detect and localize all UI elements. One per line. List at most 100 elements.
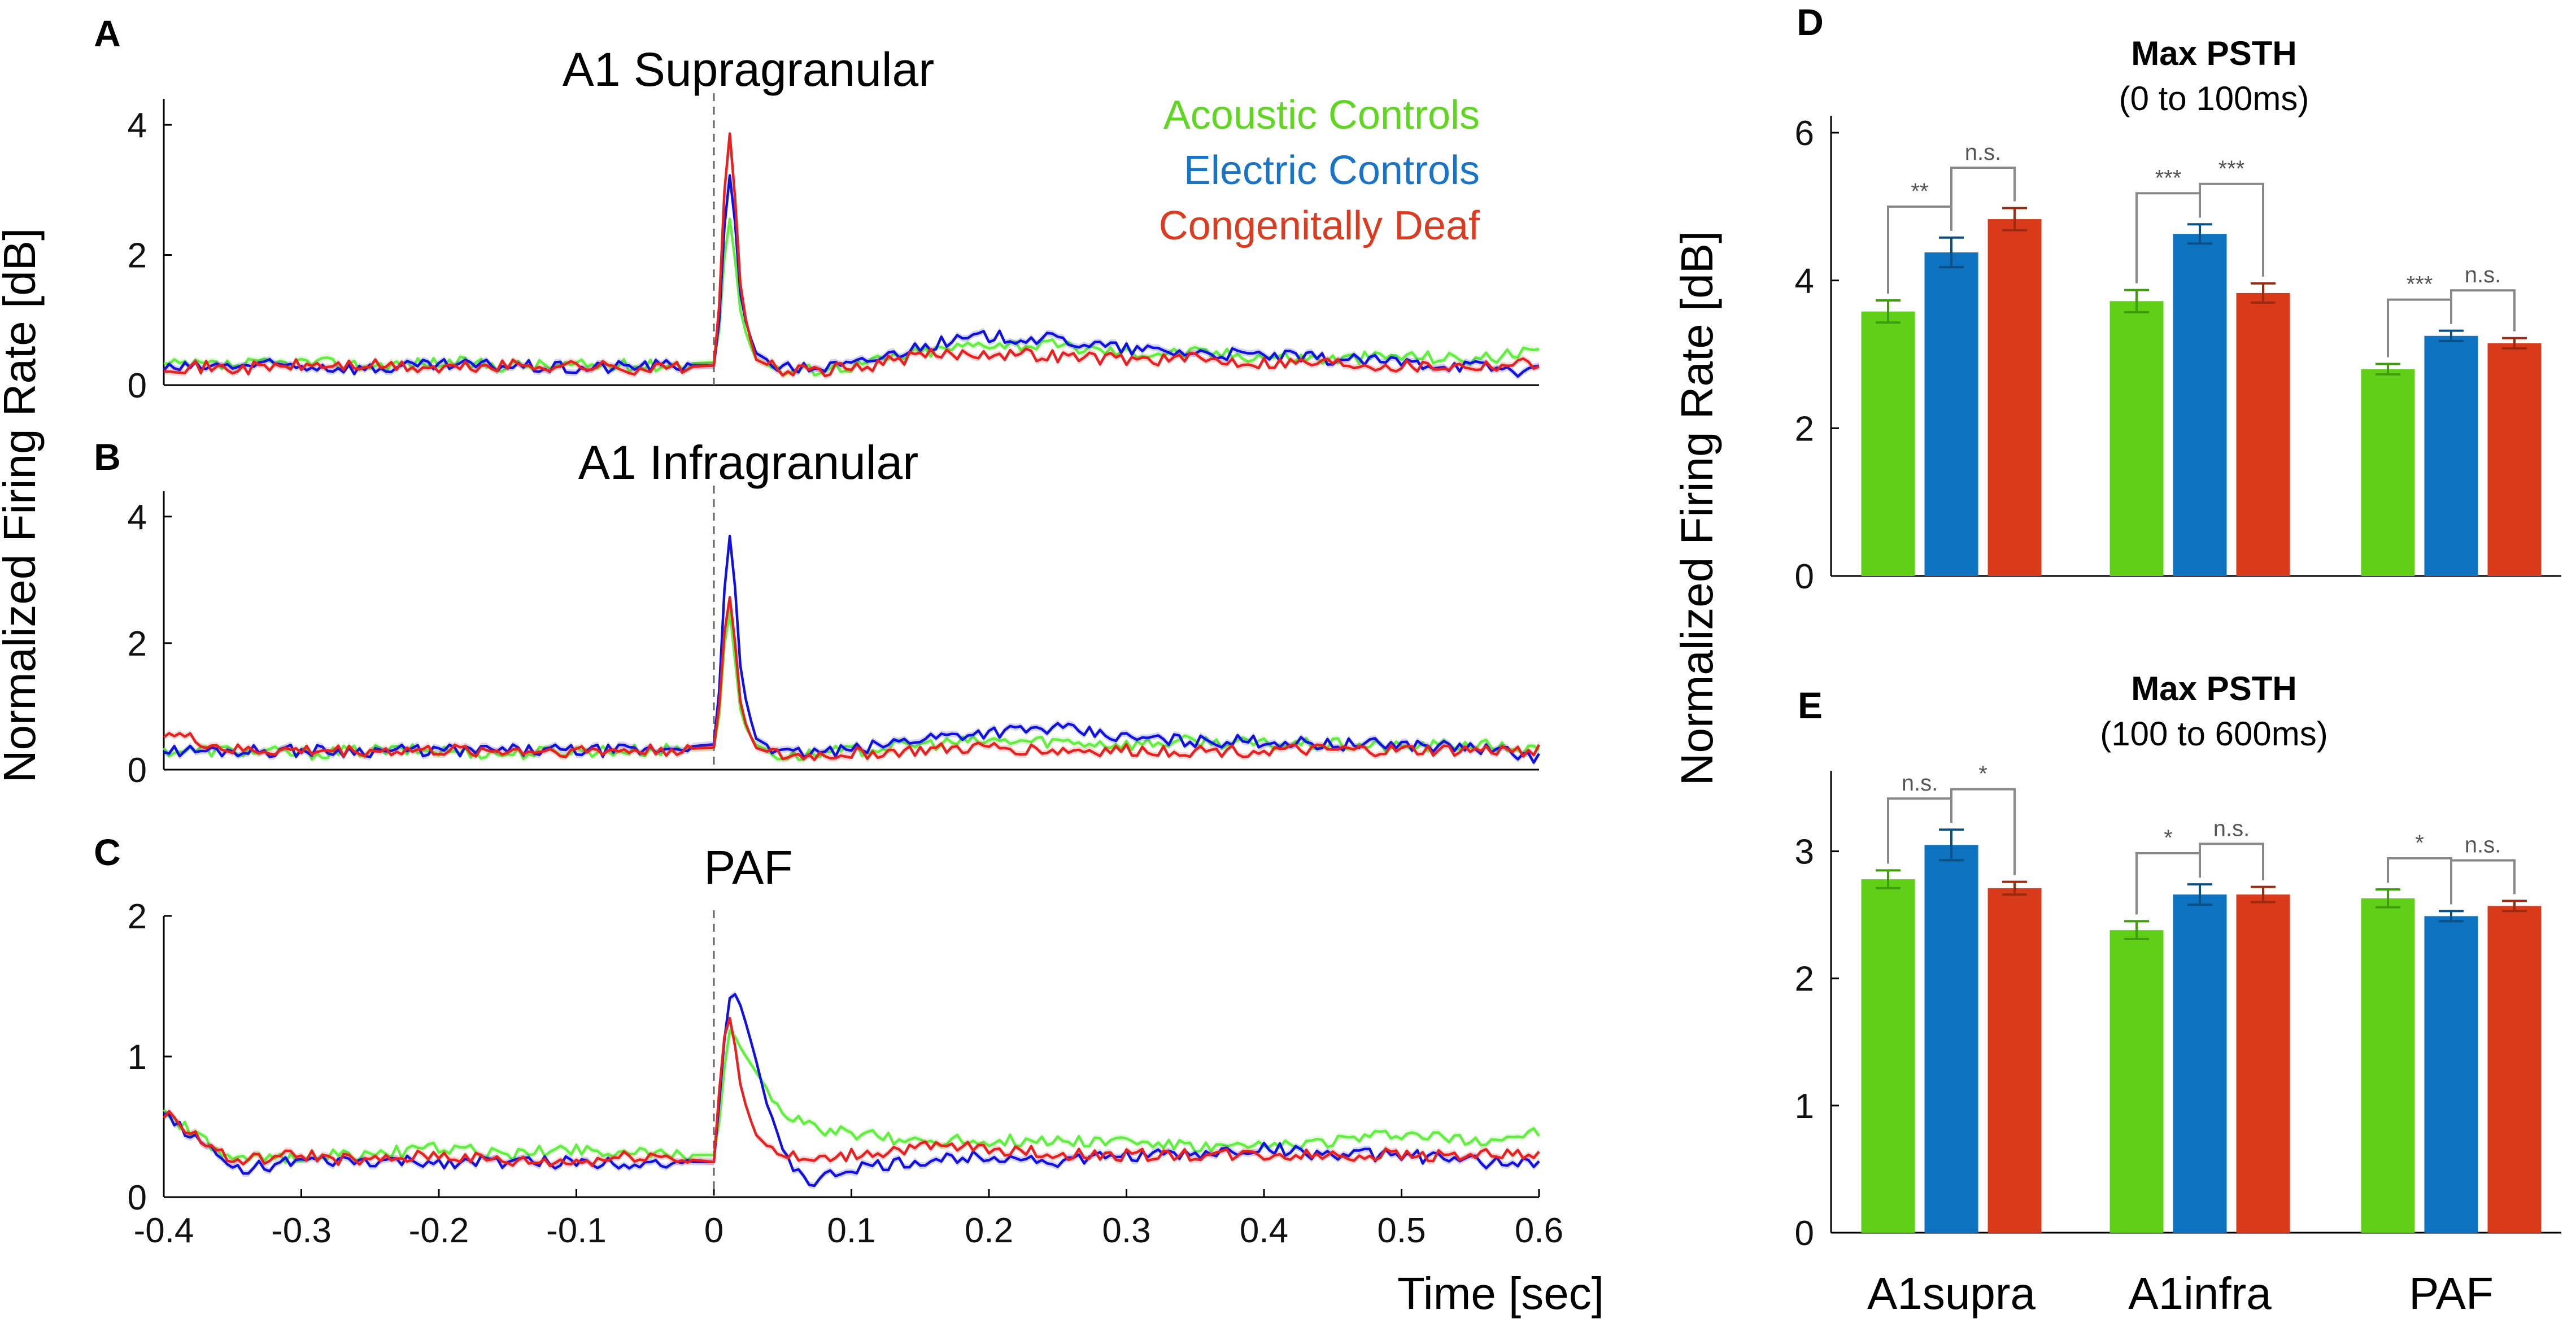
bar-A1infra-acoustic-controls [2109,301,2164,576]
panel-title: Max PSTH [2131,34,2296,72]
series-line-congenitally-deaf [163,596,1541,761]
legend-entry: Congenitally Deaf [1159,203,1480,248]
significance-label: ** [1911,179,1928,204]
x-tick-label: 0 [704,1211,723,1250]
series-line-electric-controls [163,174,1540,378]
panel-label: B [94,436,121,478]
series-error-band [164,215,1539,379]
series-line-acoustic-controls [163,1029,1540,1164]
legend-entry: Electric Controls [1184,148,1480,193]
bar-A1supra-congenitally-deaf [1987,219,2042,576]
series-line-congenitally-deaf [163,1016,1540,1167]
y-tick-label: 1 [128,1038,147,1077]
bar-PAF-acoustic-controls [2361,369,2415,576]
series-line-acoustic-controls [163,610,1540,761]
psth-y-axis-label: Normalized Firing Rate [dB] [0,228,45,783]
bar-A1supra-acoustic-controls [1861,879,1915,1233]
psth-panel-A: A A1 Supragranular 0 2 4 Acoustic Controls Ele… [94,12,1540,405]
x-tick-label: 0.6 [1515,1211,1563,1250]
significance-bracket [2199,843,2264,880]
y-tick-label: 0 [128,1178,147,1217]
significance-bracket [2450,289,2516,331]
bar-panel-E: E Max PSTH (100 to 600ms) 0 1 2 3 A1supra A1infr… [1795,670,2561,1319]
y-tick-label: 0 [128,751,147,790]
category-label: A1supra [1867,1268,2035,1319]
legend-entry: Acoustic Controls [1163,93,1480,138]
significance-label: *** [2218,156,2245,181]
category-label: A1infra [2128,1268,2272,1319]
bar-A1supra-congenitally-deaf [1987,888,2042,1233]
significance-label: n.s. [2465,263,2501,287]
y-tick-label: 0 [128,366,147,405]
y-tick-label: 1 [1795,1087,1814,1126]
significance-label: * [2415,831,2424,855]
x-tick-label: 0.1 [827,1211,875,1250]
significance-label: * [1978,762,1987,787]
x-axis-label: Time [sec] [1397,1268,1604,1319]
panel-label: E [1798,684,1823,726]
significance-label: n.s. [1902,771,1938,796]
significance-bracket [1950,788,2016,875]
y-tick-label: 0 [1795,1214,1814,1253]
x-tick-label: -0.1 [546,1211,607,1250]
y-tick-label: 3 [1795,833,1814,872]
psth-panel-B: B A1 Infragranular 0 2 4 [94,436,1541,790]
bar-y-axis-label: Normalized Firing Rate [dB] [1672,231,1722,786]
bar-A1infra-electric-controls [2173,234,2227,576]
bar-panel-D: D Max PSTH (0 to 100ms) 0 2 4 6 ** n.s. *** *** ***… [1795,1,2561,596]
bar-A1infra-congenitally-deaf [2236,894,2290,1233]
panel-label: C [94,831,121,873]
significance-label: *** [2407,272,2433,297]
bar-A1infra-acoustic-controls [2109,930,2164,1233]
panel-subtitle: (0 to 100ms) [2119,80,2309,117]
bar-PAF-acoustic-controls [2361,898,2415,1233]
significance-label: n.s. [2465,833,2501,858]
y-tick-label: 2 [128,897,147,936]
y-tick-label: 6 [1795,114,1814,153]
y-tick-label: 2 [1795,960,1814,999]
panel-label: D [1797,1,1824,43]
significance-label: * [2164,826,2173,850]
category-label: PAF [2409,1268,2494,1319]
significance-label: n.s. [1965,140,2001,165]
x-tick-label: -0.3 [271,1211,332,1250]
bar-A1supra-electric-controls [1924,252,1978,576]
significance-bracket [1950,167,2016,231]
bar-A1supra-acoustic-controls [1861,311,1915,576]
psth-panel-C: C PAF 0 1 2 -0.4 -0.3 -0.2 -0.1 0 0.1 0.2 0.3 0.4 0.5 0… [94,831,1604,1319]
bar-A1infra-congenitally-deaf [2236,293,2290,576]
panel-title: A1 Infragranular [578,436,918,489]
bar-PAF-congenitally-deaf [2487,906,2542,1233]
panel-title: PAF [704,841,792,894]
bar-PAF-congenitally-deaf [2487,343,2542,576]
y-tick-label: 2 [1795,409,1814,448]
series-error-band [164,1015,1539,1169]
panel-title: A1 Supragranular [563,43,934,96]
panel-title: Max PSTH [2131,670,2296,708]
x-tick-label: 0.3 [1102,1211,1150,1250]
bar-PAF-electric-controls [2424,916,2478,1233]
panel-label: A [94,12,121,54]
significance-label: *** [2155,165,2182,190]
x-tick-label: 0.5 [1377,1211,1426,1250]
series-line-electric-controls [163,535,1540,764]
x-tick-label: -0.2 [409,1211,469,1250]
x-tick-label: 0.2 [965,1211,1013,1250]
y-tick-label: 0 [1795,557,1814,596]
panel-subtitle: (100 to 600ms) [2100,715,2328,753]
series-line-congenitally-deaf [164,132,1540,378]
y-tick-label: 2 [128,237,147,276]
x-tick-label: 0.4 [1240,1211,1288,1250]
bar-A1supra-electric-controls [1924,845,1978,1233]
bar-PAF-electric-controls [2424,335,2478,576]
significance-bracket [2450,859,2516,905]
bar-A1infra-electric-controls [2173,894,2227,1233]
y-tick-label: 4 [128,498,147,537]
series-error-band [164,593,1539,763]
significance-bracket [2199,182,2264,277]
y-tick-label: 4 [1795,262,1814,301]
y-tick-label: 4 [128,106,147,145]
series-line-electric-controls [163,993,1540,1188]
x-tick-label: -0.4 [134,1211,194,1250]
